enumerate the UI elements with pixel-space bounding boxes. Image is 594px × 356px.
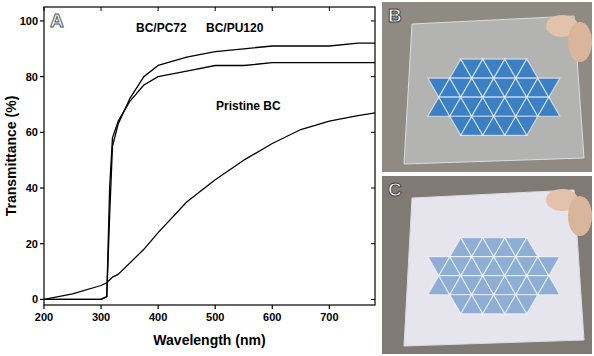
x-tick-top <box>158 7 159 11</box>
y-axis-title: Transmittance (%) <box>3 96 19 217</box>
panel-letter: C <box>388 179 402 200</box>
axes: 200 300 400 500 600 700 0 20 40 60 80 100 <box>20 7 375 323</box>
x-tick-top <box>44 7 45 11</box>
y-tick-right <box>371 76 375 77</box>
y-tick-label: 80 <box>26 71 38 83</box>
photo-background <box>382 176 592 354</box>
figure: 200 300 400 500 600 700 0 20 40 60 80 100 Wavelength… <box>0 0 594 356</box>
series-label: BC/PC72 <box>136 21 187 35</box>
x-tick-top <box>329 7 330 11</box>
finger <box>568 196 592 236</box>
series-line <box>44 43 375 299</box>
y-tick <box>40 76 44 77</box>
x-tick <box>158 305 159 309</box>
page: {"chart_data": {"type": "line", "panel":… <box>0 0 594 356</box>
y-tick <box>40 132 44 133</box>
panel-letter: A <box>50 10 64 31</box>
x-tick-top <box>272 7 273 11</box>
x-tick-top <box>215 7 216 11</box>
y-tick-right <box>371 243 375 244</box>
y-tick-label: 20 <box>26 238 38 250</box>
x-tick <box>329 305 330 309</box>
film-triangle <box>516 295 538 314</box>
y-tick-right <box>371 188 375 189</box>
panel-letter: B <box>388 5 402 26</box>
x-tick-label: 500 <box>206 311 224 323</box>
film-triangle <box>516 116 538 135</box>
x-axis-title: Wavelength (nm) <box>153 332 265 348</box>
x-tick <box>100 305 101 309</box>
film-triangle <box>538 78 560 97</box>
x-tick <box>215 305 216 309</box>
film-sheet <box>404 190 584 346</box>
photo-panel <box>382 176 592 354</box>
finger <box>568 22 592 62</box>
film-triangle <box>516 59 538 78</box>
x-tick-label: 300 <box>92 311 110 323</box>
film-triangle <box>538 97 560 116</box>
x-tick-label: 400 <box>149 311 167 323</box>
y-tick <box>40 299 44 300</box>
y-tick-label: 60 <box>26 126 38 138</box>
plot-frame <box>44 7 375 305</box>
photo-panel <box>382 2 592 172</box>
x-tick <box>272 305 273 309</box>
series-line <box>44 63 375 300</box>
film-triangle <box>538 257 560 276</box>
series-label: Pristine BC <box>216 99 281 113</box>
y-tick <box>40 243 44 244</box>
y-tick-label: 40 <box>26 182 38 194</box>
y-tick <box>40 187 44 188</box>
y-tick <box>40 20 44 21</box>
photo-background <box>382 2 592 172</box>
y-tick-right <box>371 132 375 133</box>
film-triangle <box>538 276 560 295</box>
series-group <box>44 43 375 299</box>
y-tick-label: 0 <box>32 293 38 305</box>
x-tick-label: 600 <box>263 311 281 323</box>
x-tick-top <box>101 7 102 11</box>
film-sheet <box>404 16 584 164</box>
series-line <box>44 113 375 300</box>
x-tick <box>43 305 44 309</box>
film-triangle <box>516 238 538 257</box>
x-tick-label: 700 <box>320 311 338 323</box>
x-tick-label: 200 <box>35 311 53 323</box>
y-tick-right <box>371 20 375 21</box>
y-tick-label: 100 <box>20 15 38 27</box>
series-label: BC/PU120 <box>206 21 264 35</box>
y-tick-right <box>371 299 375 300</box>
